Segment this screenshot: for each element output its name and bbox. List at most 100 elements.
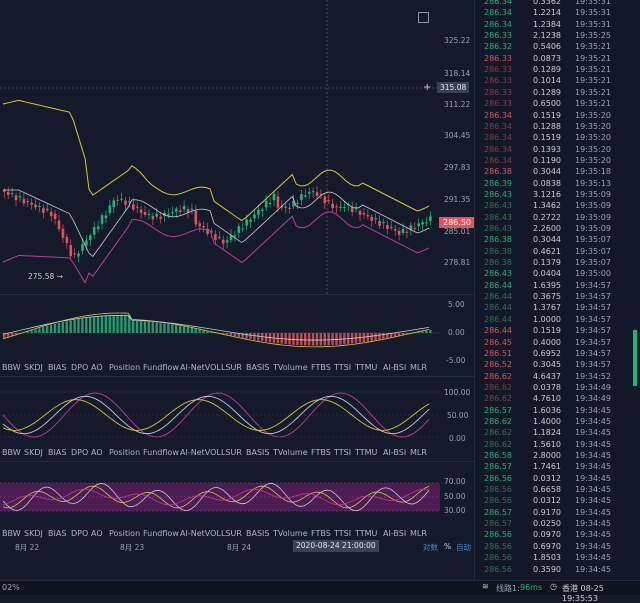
indicator-tab[interactable]: TVolume [273,529,308,538]
macd-bar [234,333,236,336]
indicator-tab[interactable]: SKDJ [24,363,43,372]
indicator-tab[interactable]: LSUR [221,363,242,372]
trade-time: 19:35:07 [575,234,611,245]
candle-body [195,211,198,224]
indicator-tab[interactable]: BIAS [48,529,66,538]
indicator-tab[interactable]: BBW [2,529,21,538]
auto-scale-button[interactable]: 自动 [456,542,471,553]
indicator-tab[interactable]: BBW [2,363,21,372]
indicator-tab[interactable]: DPO [71,529,88,538]
indicator-tab[interactable]: FTBS [311,363,331,372]
trade-time: 19:34:45 [575,518,611,529]
indicator-tab[interactable]: AI-BSI [383,363,406,372]
kdj-chart[interactable] [0,380,474,450]
candle-body [15,195,18,200]
indicator-tab[interactable]: TVolume [273,363,308,372]
indicator-tab[interactable]: AI-BSI [383,448,406,457]
indicator-tab[interactable]: BASIS [246,448,269,457]
trade-time: 19:34:57 [575,325,611,336]
trade-time: 19:35:20 [575,155,611,166]
indicator-tab[interactable]: AI-NetVOL [180,363,221,372]
trade-time: 19:35:21 [575,98,611,109]
candle-body [265,201,268,208]
macd-bar [288,333,290,344]
current-price-tag: 286.50 [439,217,475,228]
crosshair-time-tag: 2020-08-24 21:00:00 [293,540,379,552]
indicator-tab[interactable]: MLR [410,363,427,372]
indicator-tab[interactable]: TTMU [355,363,377,372]
indicator-tab[interactable]: BASIS [246,529,269,538]
indicator-tab[interactable]: DPO [71,448,88,457]
trade-time: 19:35:20 [575,121,611,132]
candle-body [105,215,108,218]
indicator-tab[interactable]: TTSI [334,448,351,457]
trade-price: 286.34 [484,0,512,7]
indicator-tab[interactable]: BBW [2,448,21,457]
candle-body [81,244,84,251]
indicator-tab[interactable]: FTBS [311,529,331,538]
indicator-tab[interactable]: SKDJ [24,529,43,538]
candle-body [66,237,69,243]
indicator-tab[interactable]: BASIS [246,363,269,372]
macd-bar [367,333,369,341]
indicator-tab[interactable]: TTMU [355,448,377,457]
indicator-tab[interactable]: TTSI [334,363,351,372]
indicator-tab[interactable]: LSUR [221,448,242,457]
indicator-tab[interactable]: Position [109,529,140,538]
indicator-tab[interactable]: DPO [71,363,88,372]
indicator-tab[interactable]: Fundflow [143,448,179,457]
indicator-tab[interactable]: LSUR [221,529,242,538]
trade-price: 286.57 [484,405,512,416]
candle-body [183,206,186,209]
indicator-tab[interactable]: TTSI [334,529,351,538]
indicator-tab[interactable]: Fundflow [143,363,179,372]
percent-scale-button[interactable]: % [444,542,451,551]
macd-bar [136,321,138,333]
macd-bar [62,322,64,333]
macd-bar [179,326,181,333]
candle-body [367,215,370,216]
indicator-tab[interactable]: AO [91,529,103,538]
log-scale-button[interactable]: 对数 [423,542,438,553]
macd-bar [124,315,126,333]
indicator-tab[interactable]: BIAS [48,363,66,372]
trade-price: 286.62 [484,371,512,382]
candlestick-chart[interactable] [0,0,474,294]
time-label: 8月 24 [227,542,251,553]
trade-price: 286.34 [484,155,512,166]
indicator-tab[interactable]: AO [91,363,103,372]
indicator-tab[interactable]: MLR [410,448,427,457]
indicator-tab[interactable]: Position [109,363,140,372]
macd-chart[interactable] [0,296,474,358]
crosshair-add-icon[interactable]: + [423,82,431,93]
trade-time: 19:35:20 [575,144,611,155]
candle-body [359,211,362,215]
indicator-tab[interactable]: BIAS [48,448,66,457]
indicator-tab[interactable]: Position [109,448,140,457]
status-bar: 02% ≋ 线路1: 96ms ◷ 香港 08-25 19:35:53 [0,580,640,595]
trade-price: 286.34 [484,110,512,121]
indicator-tab[interactable]: MLR [410,529,427,538]
trade-price: 286.33 [484,87,512,98]
trade-volume: 1.1824 [515,427,561,438]
indicator-tab[interactable]: SKDJ [24,448,43,457]
indicator-tab[interactable]: AI-NetVOL [180,529,221,538]
rsi-chart[interactable] [0,466,474,536]
indicator-tab[interactable]: TVolume [273,448,308,457]
indicator-tab[interactable]: AI-BSI [383,529,406,538]
trade-price: 286.34 [484,121,512,132]
indicator-tab[interactable]: Fundflow [143,529,179,538]
indicator-tab[interactable]: AO [91,448,103,457]
fullscreen-icon[interactable] [418,12,429,23]
indicator-tab[interactable]: FTBS [311,448,331,457]
macd-bar [198,329,200,333]
macd-bar [66,321,68,333]
candle-body [351,207,354,212]
trade-volume: 0.6970 [515,541,561,552]
indicator-tab[interactable]: TTMU [355,529,377,538]
chart-area[interactable]: 325.22 318.14 311.22 304.45 297.83 291.3… [0,0,474,580]
scrollbar[interactable] [633,330,637,386]
indicator-tab[interactable]: AI-NetVOL [180,448,221,457]
